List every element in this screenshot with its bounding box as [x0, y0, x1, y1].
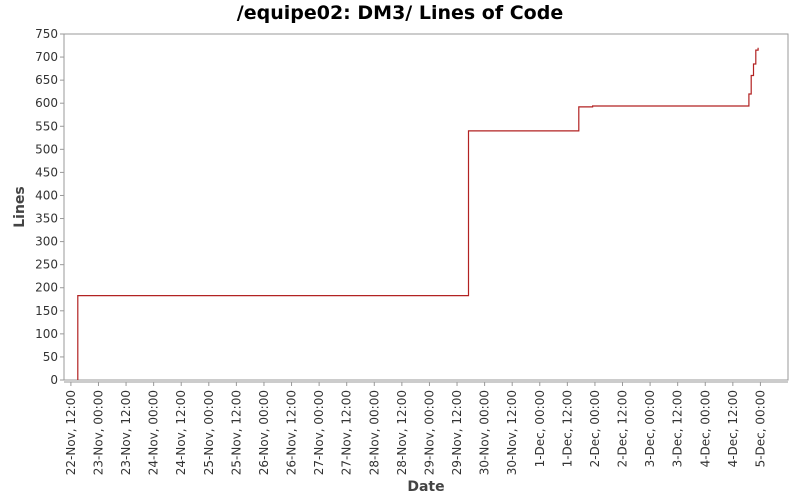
x-tick-label: 2-Dec, 12:00 [616, 390, 630, 467]
y-tick-label: 700 [35, 50, 58, 64]
y-tick-label: 0 [50, 373, 58, 387]
series-line [77, 47, 759, 380]
y-tick-label: 600 [35, 96, 58, 110]
y-tick-label: 550 [35, 119, 58, 133]
y-tick-label: 400 [35, 188, 58, 202]
y-axis-label: Lines [12, 186, 28, 228]
x-tick-label: 27-Nov, 12:00 [340, 390, 354, 475]
x-tick-label: 4-Dec, 00:00 [698, 390, 712, 467]
x-tick-label: 30-Nov, 12:00 [505, 390, 519, 475]
y-axis: 0 50 100 150 200 250 300 350 400 450 500 550 600 650 7… [35, 27, 64, 387]
x-tick-label: 25-Nov, 12:00 [229, 390, 243, 475]
y-tick-label: 350 [35, 212, 58, 226]
x-tick-label: 28-Nov, 00:00 [367, 390, 381, 475]
x-tick-label: 27-Nov, 00:00 [312, 390, 326, 475]
x-axis: 22-Nov, 12:00 23-Nov, 00:00 23-Nov, 12:00 2… [64, 381, 788, 475]
y-tick-label: 150 [35, 304, 58, 318]
x-tick-label: 24-Nov, 00:00 [147, 390, 161, 475]
plot-area [63, 33, 789, 381]
x-tick-label: 23-Nov, 00:00 [91, 390, 105, 475]
x-tick-label: 26-Nov, 12:00 [285, 390, 299, 475]
x-tick-label: 1-Dec, 00:00 [533, 390, 547, 467]
x-tick-label: 29-Nov, 12:00 [450, 390, 464, 475]
x-tick-label: 22-Nov, 12:00 [64, 390, 78, 475]
y-tick-label: 300 [35, 235, 58, 249]
y-tick-label: 500 [35, 142, 58, 156]
y-tick-label: 100 [35, 327, 58, 341]
x-tick-label: 3-Dec, 12:00 [671, 390, 685, 467]
x-tick-label: 3-Dec, 00:00 [643, 390, 657, 467]
y-tick-label: 50 [43, 350, 58, 364]
x-tick-label: 5-Dec, 00:00 [753, 390, 767, 467]
x-tick-label: 24-Nov, 12:00 [174, 390, 188, 475]
x-tick-label: 26-Nov, 00:00 [257, 390, 271, 475]
x-tick-label: 2-Dec, 00:00 [588, 390, 602, 467]
y-tick-label: 750 [35, 27, 58, 41]
x-tick-label: 1-Dec, 12:00 [560, 390, 574, 467]
x-tick-label: 4-Dec, 12:00 [726, 390, 740, 467]
x-tick-label: 25-Nov, 00:00 [202, 390, 216, 475]
x-tick-label: 30-Nov, 00:00 [478, 390, 492, 475]
x-tick-label: 23-Nov, 12:00 [119, 390, 133, 475]
x-axis-label: Date [407, 479, 444, 495]
series-layer [77, 47, 759, 380]
x-tick-label: 29-Nov, 00:00 [422, 390, 436, 475]
chart-title: /equipe02: DM3/ Lines of Code [236, 2, 564, 24]
x-tick-label: 28-Nov, 12:00 [395, 390, 409, 475]
y-tick-label: 200 [35, 281, 58, 295]
y-tick-label: 450 [35, 165, 58, 179]
y-tick-label: 650 [35, 73, 58, 87]
y-tick-label: 250 [35, 258, 58, 272]
